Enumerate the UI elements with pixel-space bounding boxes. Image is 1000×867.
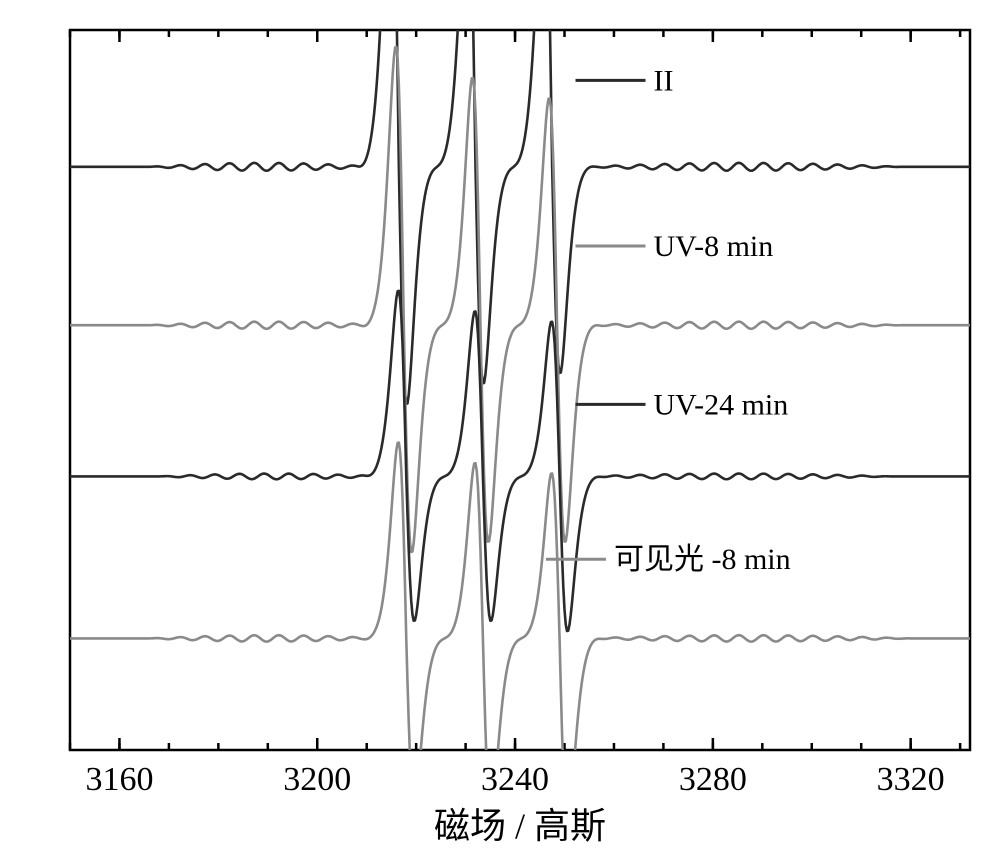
x-tick-label: 3200 bbox=[283, 761, 351, 798]
legend-label-s2: UV-8 min bbox=[654, 230, 774, 263]
legend-label-s1: II bbox=[654, 64, 674, 97]
x-tick-label: 3160 bbox=[85, 761, 153, 798]
x-tick-label: 3280 bbox=[679, 761, 747, 798]
x-axis-label: 磁场 / 高斯 bbox=[434, 806, 606, 846]
x-tick-label: 3240 bbox=[481, 761, 549, 798]
legend-label-s4: 可见光 -8 min bbox=[614, 543, 791, 576]
epr-spectra-chart: 3160 3200 3240 3280 3320 磁场 / 高斯 II UV-8 min UV-… bbox=[0, 0, 1000, 867]
x-tick-label: 3320 bbox=[877, 761, 945, 798]
chart-svg: 3160 3200 3240 3280 3320 磁场 / 高斯 II UV-8 min UV-… bbox=[0, 0, 1000, 867]
legend-label-s3: UV-24 min bbox=[654, 388, 789, 421]
